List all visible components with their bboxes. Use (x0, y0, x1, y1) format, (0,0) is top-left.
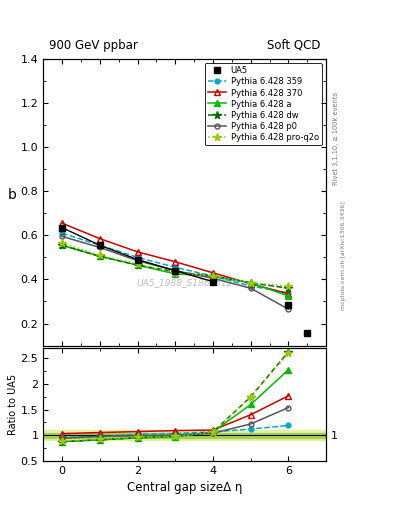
Pythia 6.428 p0 (97, 244, 102, 250)
Pythia 6.428 370 (286, 291, 291, 297)
Pythia 6.428 pro-q2o (135, 261, 140, 267)
Pythia 6.428 dw (135, 262, 140, 268)
Bar (43, 433, 326, 438)
Pythia 6.428 370 (173, 259, 178, 265)
Pythia 6.428 pro-q2o (60, 240, 64, 246)
Pythia 6.428 p0 (173, 268, 178, 274)
Pythia 6.428 dw (97, 253, 102, 260)
Text: Soft QCD: Soft QCD (267, 39, 321, 52)
Line: Pythia 6.428 359: Pythia 6.428 359 (60, 231, 291, 295)
Pythia 6.428 370 (135, 249, 140, 255)
Pythia 6.428 359 (97, 242, 102, 248)
Pythia 6.428 p0 (211, 275, 215, 282)
Pythia 6.428 p0 (286, 306, 291, 312)
Pythia 6.428 a (173, 271, 178, 277)
Pythia 6.428 a (135, 262, 140, 268)
Pythia 6.428 370 (60, 220, 64, 226)
Line: Pythia 6.428 a: Pythia 6.428 a (59, 243, 291, 299)
Pythia 6.428 359 (173, 264, 178, 270)
Pythia 6.428 359 (135, 254, 140, 261)
Bar (43, 430, 326, 440)
Line: Pythia 6.428 p0: Pythia 6.428 p0 (60, 234, 291, 312)
Pythia 6.428 359 (286, 290, 291, 296)
Y-axis label: Ratio to UA5: Ratio to UA5 (8, 374, 18, 435)
Pythia 6.428 p0 (135, 258, 140, 264)
Line: Pythia 6.428 dw: Pythia 6.428 dw (58, 242, 292, 292)
Pythia 6.428 dw (211, 273, 215, 279)
Legend: UA5, Pythia 6.428 359, Pythia 6.428 370, Pythia 6.428 a, Pythia 6.428 dw, Pythia: UA5, Pythia 6.428 359, Pythia 6.428 370,… (205, 63, 322, 145)
Line: Pythia 6.428 pro-q2o: Pythia 6.428 pro-q2o (58, 239, 292, 290)
Pythia 6.428 dw (173, 269, 178, 275)
Pythia 6.428 pro-q2o (97, 252, 102, 258)
Pythia 6.428 a (60, 242, 64, 248)
Pythia 6.428 pro-q2o (173, 270, 178, 276)
Y-axis label: b: b (8, 188, 17, 202)
Pythia 6.428 pro-q2o (211, 273, 215, 279)
Pythia 6.428 a (248, 280, 253, 286)
Pythia 6.428 pro-q2o (248, 280, 253, 286)
Pythia 6.428 359 (248, 283, 253, 289)
Pythia 6.428 370 (248, 281, 253, 287)
Text: Rivet 3.1.10, ≥ 100k events: Rivet 3.1.10, ≥ 100k events (333, 92, 339, 185)
Pythia 6.428 a (97, 253, 102, 260)
Pythia 6.428 a (286, 293, 291, 299)
Pythia 6.428 p0 (248, 285, 253, 291)
Pythia 6.428 dw (248, 280, 253, 286)
Pythia 6.428 p0 (60, 233, 64, 240)
Pythia 6.428 359 (211, 273, 215, 279)
Pythia 6.428 dw (60, 242, 64, 248)
Text: UA5_1988_S1867512: UA5_1988_S1867512 (136, 278, 233, 287)
X-axis label: Central gap sizeΔ η: Central gap sizeΔ η (127, 481, 242, 494)
Text: mcplots.cern.ch [arXiv:1306.3436]: mcplots.cern.ch [arXiv:1306.3436] (342, 202, 346, 310)
Line: Pythia 6.428 370: Pythia 6.428 370 (59, 220, 292, 297)
Pythia 6.428 pro-q2o (286, 283, 291, 289)
Pythia 6.428 a (211, 273, 215, 279)
Pythia 6.428 370 (97, 236, 102, 242)
Pythia 6.428 359 (60, 230, 64, 236)
Text: 900 GeV ppbar: 900 GeV ppbar (49, 39, 138, 52)
Pythia 6.428 dw (286, 285, 291, 291)
Pythia 6.428 370 (211, 270, 215, 276)
